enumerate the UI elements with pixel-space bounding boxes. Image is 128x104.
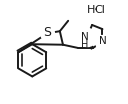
Text: S: S	[43, 26, 51, 39]
Text: N: N	[81, 32, 89, 42]
Text: H: H	[81, 40, 89, 50]
Text: ·: ·	[93, 3, 97, 17]
Text: H: H	[87, 5, 95, 15]
Text: Cl: Cl	[94, 5, 105, 15]
Text: N: N	[99, 36, 107, 46]
